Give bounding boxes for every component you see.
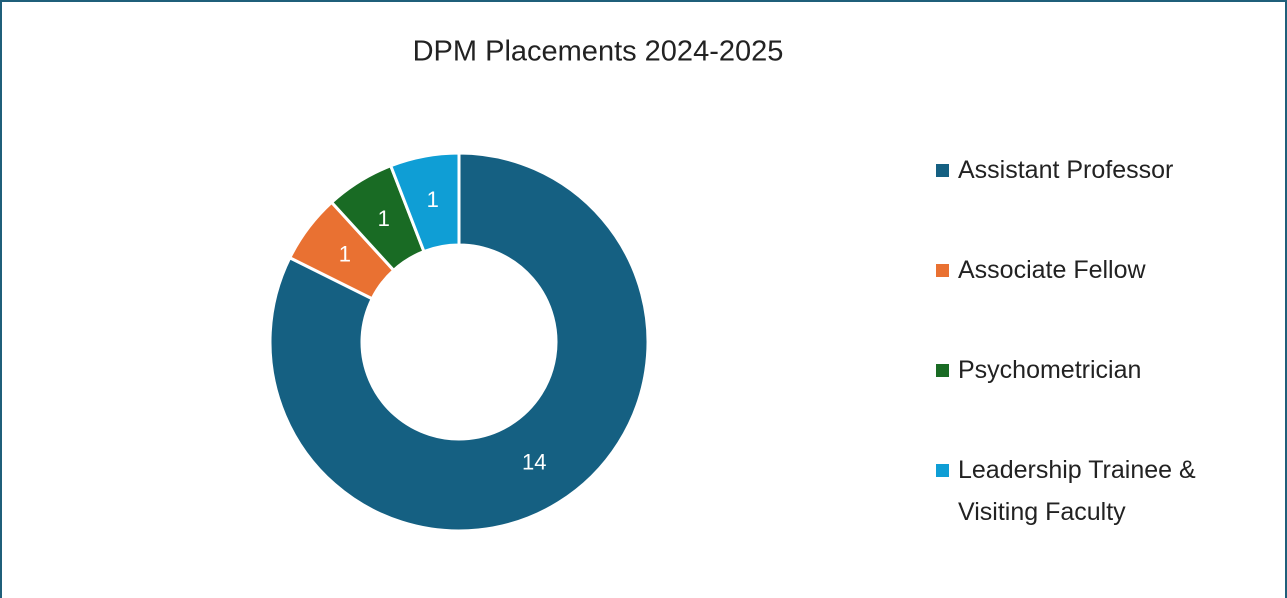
legend-item: Associate Fellow [936, 249, 1266, 291]
legend-label: Psychometrician [958, 356, 1142, 384]
legend-label: Associate Fellow [958, 256, 1146, 284]
legend-swatch [936, 164, 949, 177]
legend-label: Leadership Trainee & Visiting Faculty [958, 456, 1196, 526]
data-label: 1 [339, 242, 351, 267]
legend-label: Assistant Professor [958, 156, 1174, 184]
data-label: 1 [378, 206, 390, 231]
legend-swatch [936, 364, 949, 377]
donut-segment [268, 151, 650, 533]
legend-item: Assistant Professor [936, 149, 1266, 191]
legend-item: Psychometrician [936, 349, 1266, 391]
legend-item: Leadership Trainee & Visiting Faculty [936, 449, 1266, 533]
legend-swatch [936, 464, 949, 477]
data-label: 1 [427, 187, 439, 212]
chart-title: DPM Placements 2024-2025 [413, 36, 784, 68]
data-label: 14 [522, 449, 546, 474]
donut-segment [388, 151, 461, 254]
legend-swatch [936, 264, 949, 277]
